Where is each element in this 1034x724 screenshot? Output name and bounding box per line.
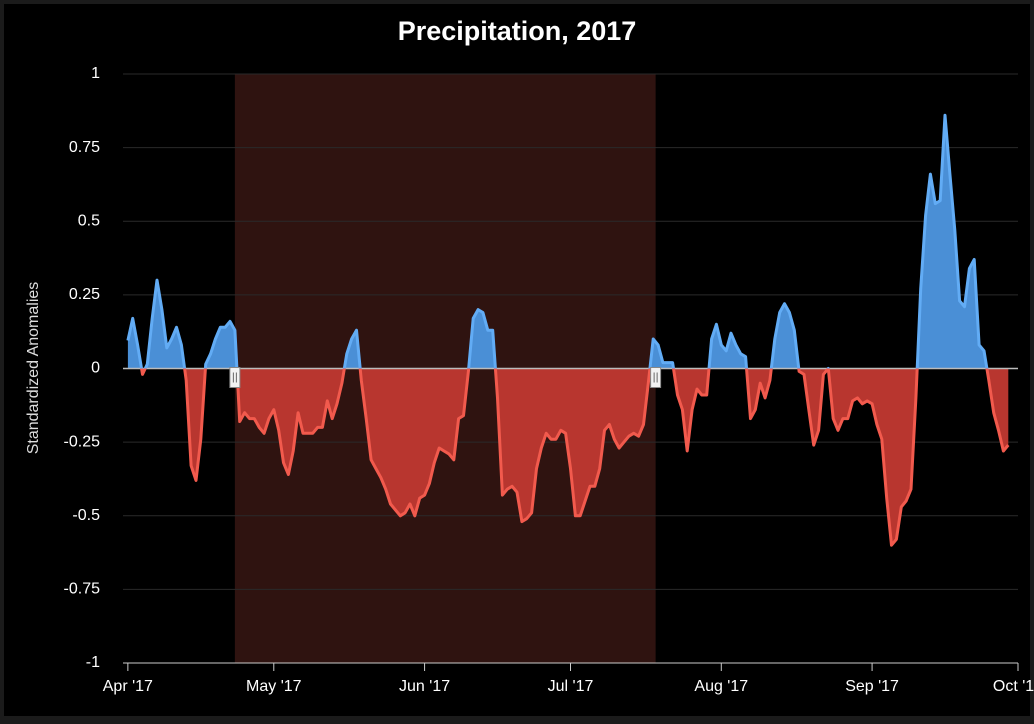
x-tick-label: Oct '17: [993, 678, 1034, 695]
y-tick-label: -0.75: [64, 581, 101, 598]
x-tick-label: Aug '17: [694, 678, 748, 695]
y-tick-label: 0.75: [69, 139, 100, 156]
line: [126, 113, 1010, 547]
y-tick-label: 1: [91, 65, 100, 82]
chart-title: Precipitation, 2017: [398, 16, 637, 46]
x-tick-label: Apr '17: [103, 678, 153, 695]
y-axis-label: Standardized Anomalies: [25, 282, 42, 455]
band-handle: [229, 367, 241, 388]
y-tick-label: 0: [91, 360, 100, 377]
y-tick-label: -1: [86, 654, 100, 671]
y-tick-label: 0.25: [69, 286, 100, 303]
x-tick-label: May '17: [246, 678, 302, 695]
y-tick-label: 0.5: [78, 212, 100, 229]
x-tick-label: Jun '17: [399, 678, 450, 695]
x-tick-label: Sep '17: [845, 678, 899, 695]
band-handle: [650, 367, 662, 388]
y-tick-label: -0.25: [64, 433, 101, 450]
y-tick-label: -0.5: [72, 507, 100, 524]
x-tick-label: Jul '17: [548, 678, 594, 695]
